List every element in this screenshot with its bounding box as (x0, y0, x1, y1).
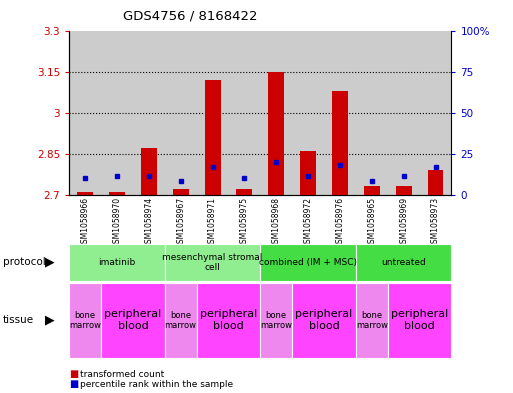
Bar (173, 189, 189, 195)
Bar (141, 148, 157, 195)
Text: untreated: untreated (381, 258, 426, 267)
Text: ■: ■ (69, 379, 78, 389)
Bar (205, 80, 221, 195)
Text: peripheral
blood: peripheral blood (295, 310, 352, 331)
Text: imatinib: imatinib (98, 258, 135, 267)
Text: peripheral
blood: peripheral blood (391, 310, 448, 331)
Text: combined (IM + MSC): combined (IM + MSC) (259, 258, 357, 267)
Text: peripheral
blood: peripheral blood (104, 310, 162, 331)
Bar (109, 192, 125, 195)
Text: protocol: protocol (3, 257, 45, 267)
Text: bone
marrow: bone marrow (165, 310, 196, 330)
Bar (236, 189, 252, 195)
Bar (396, 186, 411, 195)
Bar (77, 192, 93, 195)
Text: ■: ■ (69, 369, 78, 379)
Text: peripheral
blood: peripheral blood (200, 310, 257, 331)
Text: tissue: tissue (3, 315, 34, 325)
Text: bone
marrow: bone marrow (69, 310, 101, 330)
Text: transformed count: transformed count (80, 370, 164, 378)
Bar (364, 186, 380, 195)
Text: percentile rank within the sample: percentile rank within the sample (80, 380, 232, 389)
Bar (427, 170, 443, 195)
Text: ▶: ▶ (46, 256, 55, 269)
Text: mesenchymal stromal
cell: mesenchymal stromal cell (163, 253, 263, 272)
Text: GDS4756 / 8168422: GDS4756 / 8168422 (123, 10, 257, 23)
Text: bone
marrow: bone marrow (260, 310, 292, 330)
Bar (300, 151, 316, 195)
Bar (332, 91, 348, 195)
Text: bone
marrow: bone marrow (356, 310, 388, 330)
Text: ▶: ▶ (46, 314, 55, 327)
Bar (268, 72, 284, 195)
